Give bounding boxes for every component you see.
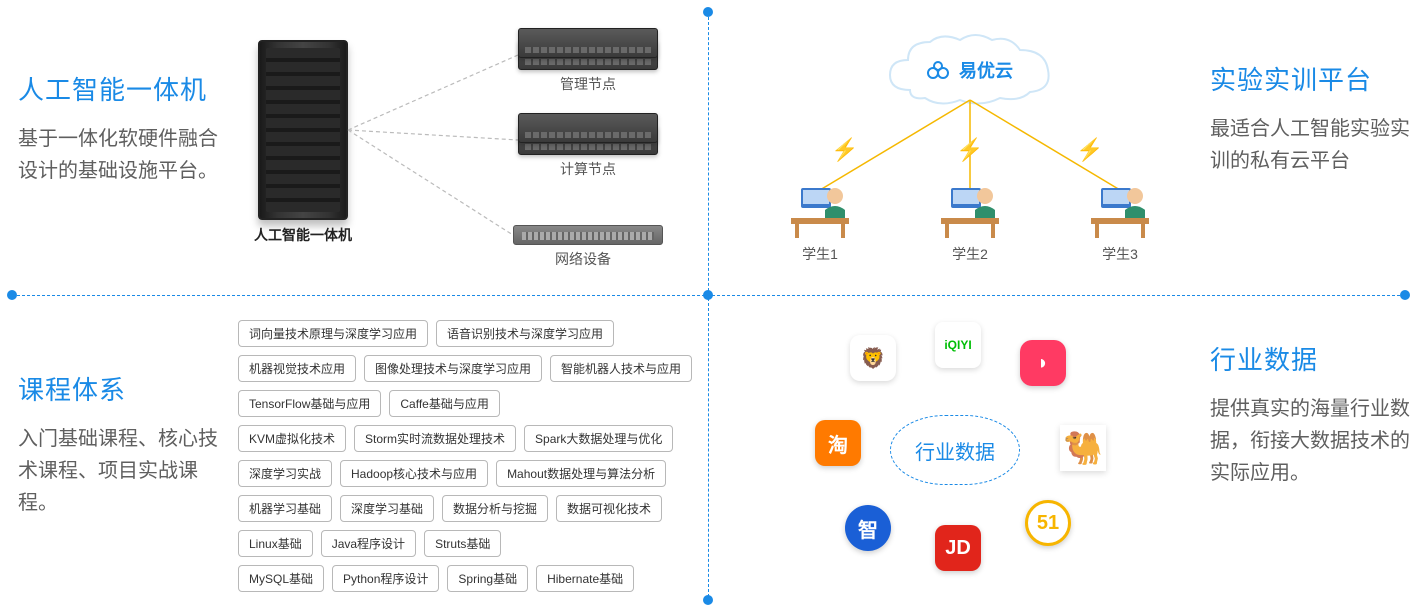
course-pill: Spring基础 xyxy=(447,565,528,592)
network-switch-icon xyxy=(513,225,663,245)
camel-icon: 🐫 xyxy=(1060,425,1106,471)
jd-icon: JD xyxy=(935,525,981,571)
quadrant-training-platform: 易优云 ⚡⚡⚡ 学生1 xyxy=(730,20,1410,285)
student-icon: 学生1 xyxy=(770,180,870,264)
course-pill: 深度学习实战 xyxy=(238,460,332,487)
course-pill: Mahout数据处理与算法分析 xyxy=(496,460,666,487)
course-pill: Spark大数据处理与优化 xyxy=(524,425,673,452)
course-pill: Storm实时流数据处理技术 xyxy=(354,425,516,452)
course-row: TensorFlow基础与应用 Caffe基础与应用 xyxy=(238,390,698,417)
course-pill: 智能机器人技术与应用 xyxy=(550,355,692,382)
course-pill: KVM虚拟化技术 xyxy=(238,425,346,452)
tr-title: 实验实训平台 xyxy=(1210,60,1410,97)
course-pill: 机器视觉技术应用 xyxy=(238,355,356,382)
quadrant-ai-machine: 人工智能一体机 基于一体化软硬件融合设计的基础设施平台。 人工智能一体机 管理节… xyxy=(18,30,698,285)
student-label: 学生2 xyxy=(920,244,1020,264)
divider-dot xyxy=(1400,290,1410,300)
student-icon: 学生3 xyxy=(1070,180,1170,264)
course-pill: 词向量技术原理与深度学习应用 xyxy=(238,320,428,347)
node-label: 网络设备 xyxy=(513,249,653,269)
course-pill: TensorFlow基础与应用 xyxy=(238,390,381,417)
course-row: Linux基础 Java程序设计 Struts基础 xyxy=(238,530,698,557)
lightning-icon: ⚡ xyxy=(831,137,858,163)
node-label: 计算节点 xyxy=(518,159,658,179)
student-label: 学生3 xyxy=(1070,244,1170,264)
vertical-divider xyxy=(708,12,709,597)
course-row: KVM虚拟化技术 Storm实时流数据处理技术 Spark大数据处理与优化 xyxy=(238,425,698,452)
industry-data-bubble: 行业数据 xyxy=(890,415,1020,485)
course-pill: 语音识别技术与深度学习应用 xyxy=(436,320,614,347)
student-icon: 学生2 xyxy=(920,180,1020,264)
bl-desc: 入门基础课程、核心技术课程、项目实战课程。 xyxy=(18,423,218,519)
iqiyi-icon: iQIYI xyxy=(935,322,981,368)
course-row: MySQL基础 Python程序设计 Spring基础 Hibernate基础 xyxy=(238,565,698,592)
lightning-icon: ⚡ xyxy=(956,137,983,163)
divider-dot xyxy=(703,290,713,300)
industry-data-label: 行业数据 xyxy=(915,436,995,465)
course-pill: Caffe基础与应用 xyxy=(389,390,499,417)
rack-caption: 人工智能一体机 xyxy=(218,225,388,245)
course-pill: Struts基础 xyxy=(424,530,501,557)
course-pill: Java程序设计 xyxy=(321,530,416,557)
lightning-icon: ⚡ xyxy=(1076,137,1103,163)
course-pill: MySQL基础 xyxy=(238,565,324,592)
course-pill: Python程序设计 xyxy=(332,565,439,592)
course-pill: Hadoop核心技术与应用 xyxy=(340,460,488,487)
lion-icon: 🦁 xyxy=(850,335,896,381)
zhi-icon: 智 xyxy=(845,505,891,551)
course-row: 深度学习实战 Hadoop核心技术与应用 Mahout数据处理与算法分析 xyxy=(238,460,698,487)
tr-diagram: 易优云 ⚡⚡⚡ 学生1 xyxy=(730,20,1210,280)
quadrant-courses: 课程体系 入门基础课程、核心技术课程、项目实战课程。 词向量技术原理与深度学习应… xyxy=(18,310,698,600)
student-label: 学生1 xyxy=(770,244,870,264)
tr-desc: 最适合人工智能实验实训的私有云平台 xyxy=(1210,113,1410,177)
course-pill: Linux基础 xyxy=(238,530,313,557)
course-pill: 数据分析与挖掘 xyxy=(442,495,548,522)
server-rack-icon xyxy=(258,40,348,220)
br-diagram: 行业数据 🦁 iQIYI ◗ 淘 🐫 智 JD 51 xyxy=(730,310,1210,590)
bl-title: 课程体系 xyxy=(18,370,218,407)
course-pill: 机器学习基础 xyxy=(238,495,332,522)
server-node-icon xyxy=(518,28,658,58)
course-pill: 图像处理技术与深度学习应用 xyxy=(364,355,542,382)
server-node-icon xyxy=(518,113,658,143)
br-title: 行业数据 xyxy=(1210,340,1410,377)
divider-dot xyxy=(703,7,713,17)
quadrant-industry-data: 行业数据 🦁 iQIYI ◗ 淘 🐫 智 JD 51 行业数据 提供真实的海量行业数据，衔接大… xyxy=(730,310,1410,600)
mogu-icon: ◗ xyxy=(1020,340,1066,386)
course-grid: 词向量技术原理与深度学习应用语音识别技术与深度学习应用机器视觉技术应用图像处理技… xyxy=(218,310,698,600)
course-row: 机器学习基础深度学习基础数据分析与挖掘数据可视化技术 xyxy=(238,495,698,522)
tl-diagram: 人工智能一体机 管理节点计算节点网络设备 xyxy=(218,30,698,280)
tl-desc: 基于一体化软硬件融合设计的基础设施平台。 xyxy=(18,123,218,187)
divider-dot xyxy=(703,595,713,605)
course-pill: 深度学习基础 xyxy=(340,495,434,522)
node-label: 管理节点 xyxy=(518,74,658,94)
course-row: 机器视觉技术应用图像处理技术与深度学习应用智能机器人技术与应用 xyxy=(238,355,698,382)
divider-dot xyxy=(7,290,17,300)
course-pill: 数据可视化技术 xyxy=(556,495,662,522)
tl-title: 人工智能一体机 xyxy=(18,70,218,107)
taobao-icon: 淘 xyxy=(815,420,861,466)
course-pill: Hibernate基础 xyxy=(536,565,634,592)
course-row: 词向量技术原理与深度学习应用语音识别技术与深度学习应用 xyxy=(238,320,698,347)
51-icon: 51 xyxy=(1025,500,1071,546)
br-desc: 提供真实的海量行业数据，衔接大数据技术的实际应用。 xyxy=(1210,393,1410,489)
